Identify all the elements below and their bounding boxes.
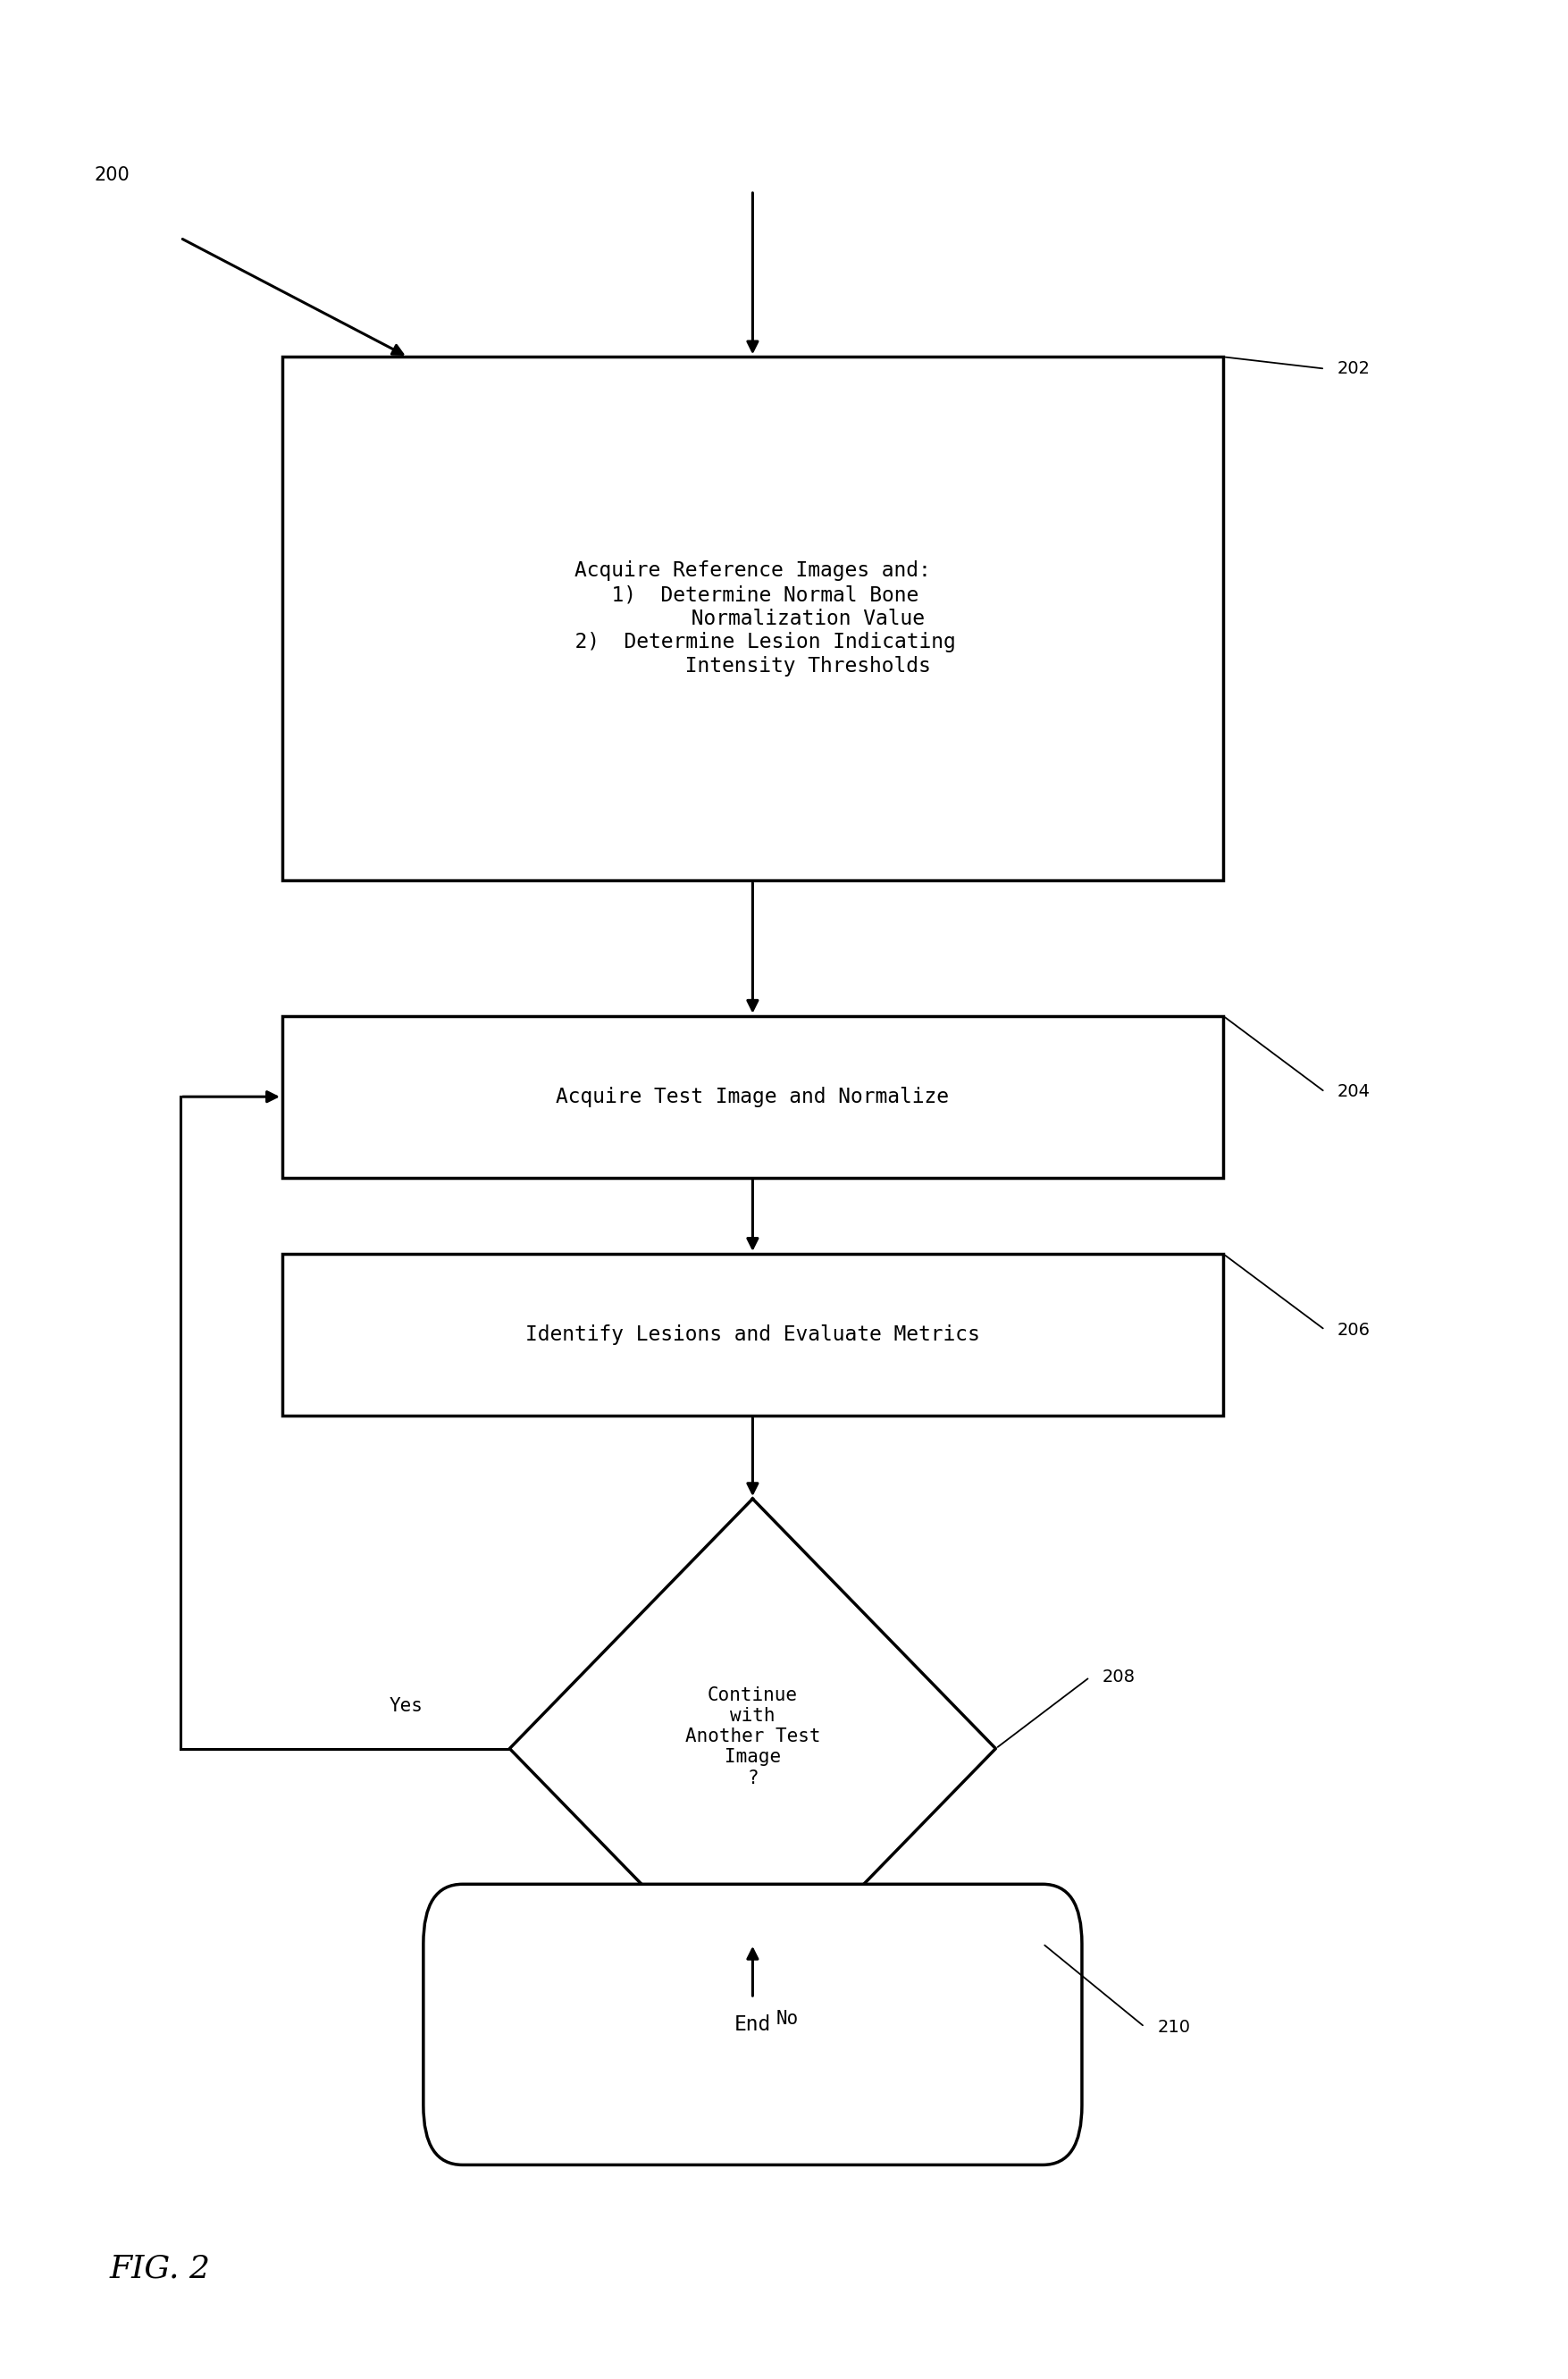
Text: Acquire Reference Images and:
  1)  Determine Normal Bone
         Normalization: Acquire Reference Images and: 1) Determi… (550, 561, 955, 676)
Text: 200: 200 (94, 167, 130, 186)
FancyBboxPatch shape (282, 1254, 1223, 1416)
Text: 208: 208 (1102, 1668, 1135, 1687)
FancyBboxPatch shape (282, 1016, 1223, 1178)
Text: 210: 210 (1157, 2017, 1190, 2036)
FancyBboxPatch shape (282, 357, 1223, 880)
Text: 204: 204 (1338, 1082, 1370, 1101)
Text: Acquire Test Image and Normalize: Acquire Test Image and Normalize (557, 1087, 949, 1106)
FancyBboxPatch shape (423, 1884, 1082, 2165)
Text: 206: 206 (1338, 1320, 1370, 1339)
Text: Continue
with
Another Test
Image
?: Continue with Another Test Image ? (685, 1687, 820, 1787)
Text: Identify Lesions and Evaluate Metrics: Identify Lesions and Evaluate Metrics (525, 1325, 980, 1344)
Text: No: No (776, 2010, 798, 2029)
Text: End: End (734, 2015, 771, 2034)
Text: 202: 202 (1338, 359, 1370, 378)
Text: FIG. 2: FIG. 2 (110, 2253, 210, 2284)
Text: Yes: Yes (389, 1696, 423, 1715)
